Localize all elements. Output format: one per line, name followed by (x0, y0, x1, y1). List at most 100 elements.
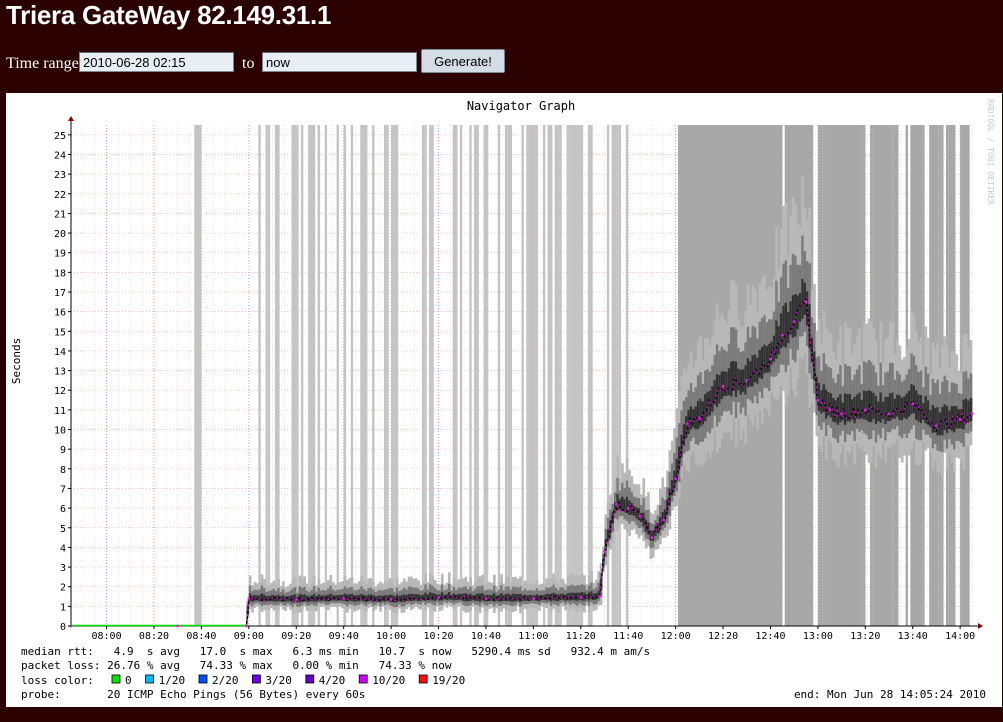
x-tick-label: 12:40 (755, 631, 785, 642)
loss-band (474, 125, 479, 626)
loss-band (324, 125, 328, 626)
chart-title: Navigator Graph (467, 99, 575, 113)
median-point (935, 424, 938, 427)
rtt-spread-inner (858, 392, 861, 420)
rtt-spread-inner (881, 401, 885, 420)
y-tick-label: 15 (54, 327, 66, 338)
rtt-spread-inner (711, 386, 714, 412)
rtt-spread-inner (860, 399, 864, 419)
rtt-spread-inner (763, 344, 767, 374)
loss-band (194, 125, 200, 626)
generate-button[interactable]: Generate! (421, 49, 505, 73)
median-point (840, 412, 843, 416)
median-point (603, 549, 606, 553)
loss-color-swatch (145, 674, 155, 684)
rtt-spread-inner (566, 593, 570, 600)
rtt-spread-inner (784, 302, 788, 348)
rtt-spread-inner (905, 393, 909, 420)
rtt-spread-inner (391, 594, 394, 603)
rtt-spread-inner (782, 305, 785, 347)
rtt-spread-inner (623, 499, 627, 512)
loss-band (587, 125, 593, 626)
x-tick-label: 12:00 (661, 631, 691, 642)
loss-color-swatch (251, 674, 261, 684)
rrdtool-watermark: RRDTOOL / TOBI OETIKER (986, 99, 995, 205)
loss-band (300, 125, 304, 626)
packet-loss-stats: packet loss: 26.76 % avg 74.33 % max 0.0… (21, 659, 452, 672)
rtt-spread (246, 176, 973, 618)
rtt-spread-inner (817, 383, 821, 411)
rtt-spread-inner (824, 389, 828, 419)
loss-color-swatch (198, 674, 208, 684)
rtt-spread-inner (772, 335, 776, 362)
rtt-spread-inner (670, 479, 674, 496)
y-tick-label: 18 (54, 268, 66, 279)
rtt-spread-inner (282, 595, 285, 602)
median-rtt-stats: median rtt: 4.9 s avg 17.0 s max 6.3 ms … (21, 645, 650, 658)
loss-color-swatch (111, 674, 121, 684)
rtt-spread-inner (651, 531, 655, 541)
rtt-spread-inner (459, 593, 463, 600)
loss-band (296, 125, 299, 626)
rtt-spread-inner (791, 295, 795, 338)
rtt-spread-inner (934, 407, 937, 433)
y-tick-label: 12 (54, 386, 66, 397)
rtt-spread-inner (789, 301, 793, 335)
rtt-spread-inner (286, 596, 290, 602)
median-point (674, 477, 678, 481)
end-time: end: Mon Jun 28 14:05:24 2010 (794, 688, 986, 701)
rtt-spread-inner (663, 509, 667, 521)
median-point (792, 320, 796, 323)
rtt-spread-inner (613, 502, 617, 513)
rtt-spread-inner (260, 593, 264, 602)
rtt-spread-inner (488, 594, 491, 601)
y-tick-label: 17 (54, 288, 66, 299)
rtt-spread-inner (545, 593, 548, 601)
rtt-spread-inner (248, 593, 252, 601)
y-tick-label: 10 (54, 426, 66, 437)
rtt-spread-inner (621, 496, 624, 511)
rtt-spread-inner (521, 595, 525, 601)
loss-band (542, 125, 546, 626)
rtt-spread-inner (967, 400, 970, 423)
loss-band (483, 125, 489, 626)
median-point (650, 536, 654, 539)
rtt-spread-inner (865, 391, 868, 420)
rtt-spread-inner (889, 393, 892, 421)
graph-panel: Navigator Graph Seconds RRDTOOL / TOBI O… (6, 93, 1002, 707)
rtt-spread-inner (516, 594, 520, 601)
rtt-spread-inner (727, 368, 731, 396)
y-axis-arrow (68, 116, 74, 121)
rtt-spread-inner (737, 368, 740, 391)
rtt-spread-inner (948, 410, 951, 430)
rtt-spread-inner (402, 594, 406, 602)
rtt-spread-inner (291, 595, 295, 603)
loss-band (393, 125, 399, 626)
rtt-spread-inner (616, 493, 620, 511)
rtt-spread-inner (713, 380, 717, 405)
rtt-spread-inner (493, 593, 496, 602)
rtt-spread-inner (696, 401, 700, 430)
end-time-input[interactable] (262, 52, 417, 72)
median-point (911, 402, 915, 406)
rtt-spread-inner (898, 395, 902, 421)
median-point (389, 598, 393, 601)
y-tick-label: 20 (54, 229, 66, 240)
to-label: to (242, 55, 255, 72)
rtt-spread-inner (839, 394, 842, 423)
rtt-spread-inner (426, 594, 430, 601)
start-time-input[interactable] (79, 52, 234, 72)
loss-band (606, 125, 610, 626)
loss-band (568, 125, 572, 626)
rtt-spread-inner (910, 384, 914, 415)
legend: median rtt: 4.9 s avg 17.0 s max 6.3 ms … (21, 645, 986, 701)
x-tick-label: 13:40 (898, 631, 928, 642)
rtt-spread-inner (571, 592, 574, 600)
rtt-spread-inner (912, 385, 916, 414)
rtt-spread-inner (447, 592, 451, 600)
median-point (686, 422, 689, 426)
rtt-spread-inner (512, 593, 515, 602)
rtt-spread-inner (822, 384, 826, 412)
x-tick-label: 09:20 (281, 631, 311, 642)
rtt-spread-inner (872, 392, 876, 419)
